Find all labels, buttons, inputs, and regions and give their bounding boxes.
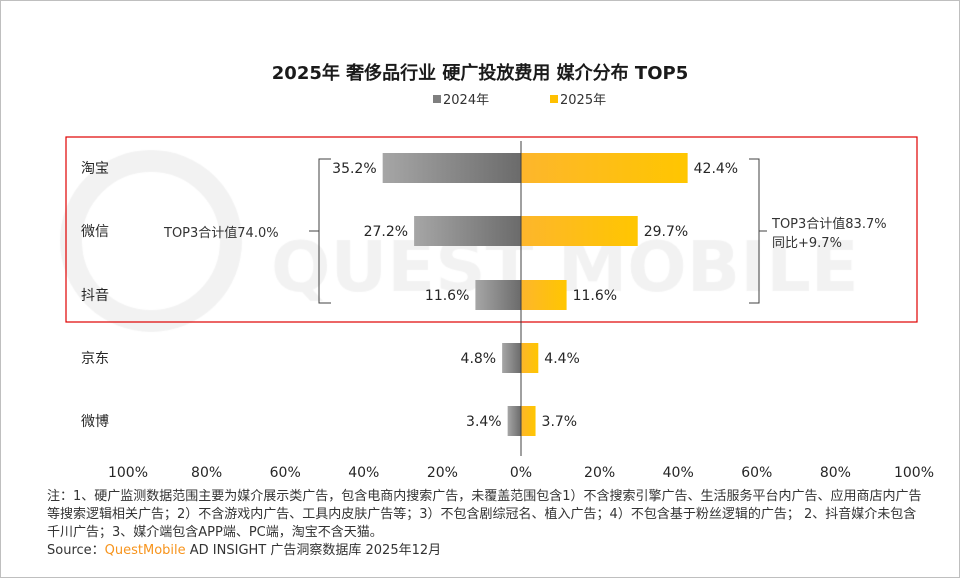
left-bracket [309,158,331,304]
legend: 2024年 2025年 [433,93,606,108]
source-label: Source： [47,543,105,558]
legend-swatch-2025 [550,95,558,103]
bar-2025 [521,216,638,246]
category-label: 微信 [81,224,109,240]
bar-2025 [521,343,539,373]
x-tick-label: 20% [427,465,458,481]
top3-highlight-box [65,136,918,323]
value-label-2025: 29.7% [644,224,688,240]
x-tick-label: 60% [270,465,301,481]
right-bracket [749,158,767,304]
value-label-2025: 4.4% [544,351,580,367]
legend-label-2025: 2025年 [560,93,606,108]
top3-yoy: 同比+9.7% [772,236,842,251]
bar-2024 [414,216,521,246]
x-tick-label: 20% [584,465,615,481]
x-tick-label: 80% [191,465,222,481]
legend-label-2024: 2024年 [443,93,489,108]
source-line: Source：QuestMobile AD INSIGHT 广告洞察数据库 20… [47,542,927,560]
value-label-2025: 3.7% [542,414,578,430]
bar-2025 [521,153,688,183]
bar-2024 [507,406,521,436]
x-tick-label: 40% [348,465,379,481]
value-label-2024: 3.4% [466,414,502,430]
x-tick-label: 100% [894,465,934,481]
x-tick-label: 40% [663,465,694,481]
footnote: 注：1、硬广监测数据范围主要为媒介展示类广告，包含电商内搜索广告，未覆盖范围包含… [47,488,927,560]
bar-2024 [382,153,521,183]
footnote-text: 注：1、硬广监测数据范围主要为媒介展示类广告，包含电商内搜索广告，未覆盖范围包含… [47,489,922,540]
bar-2024 [502,343,521,373]
category-label: 微博 [81,413,109,430]
bar-2025 [521,406,536,436]
value-label-2024: 27.2% [364,224,408,240]
chart-title: 2025年 奢侈品行业 硬广投放费用 媒介分布 TOP5 [271,63,689,84]
value-label-2024: 4.8% [461,351,497,367]
category-label: 抖音 [81,287,109,304]
x-tick-label: 80% [820,465,851,481]
top3-2024-total: TOP3合计值74.0% [163,225,279,241]
x-tick-label: 0% [510,465,532,481]
top3-2025-total: TOP3合计值83.7% [771,216,887,232]
legend-swatch-2024 [433,95,441,103]
x-tick-label: 100% [108,465,148,481]
category-label: 淘宝 [81,161,109,177]
bar-2024 [475,280,521,310]
x-tick-label: 60% [741,465,772,481]
source-brand: QuestMobile [104,543,186,558]
source-rest: AD INSIGHT 广告洞察数据库 2025年12月 [185,543,442,558]
value-label-2025: 42.4% [694,161,738,177]
value-label-2025: 11.6% [573,288,617,304]
bar-2025 [521,280,567,310]
value-label-2024: 35.2% [332,161,376,177]
value-label-2024: 11.6% [425,288,469,304]
category-label: 京东 [81,351,109,367]
